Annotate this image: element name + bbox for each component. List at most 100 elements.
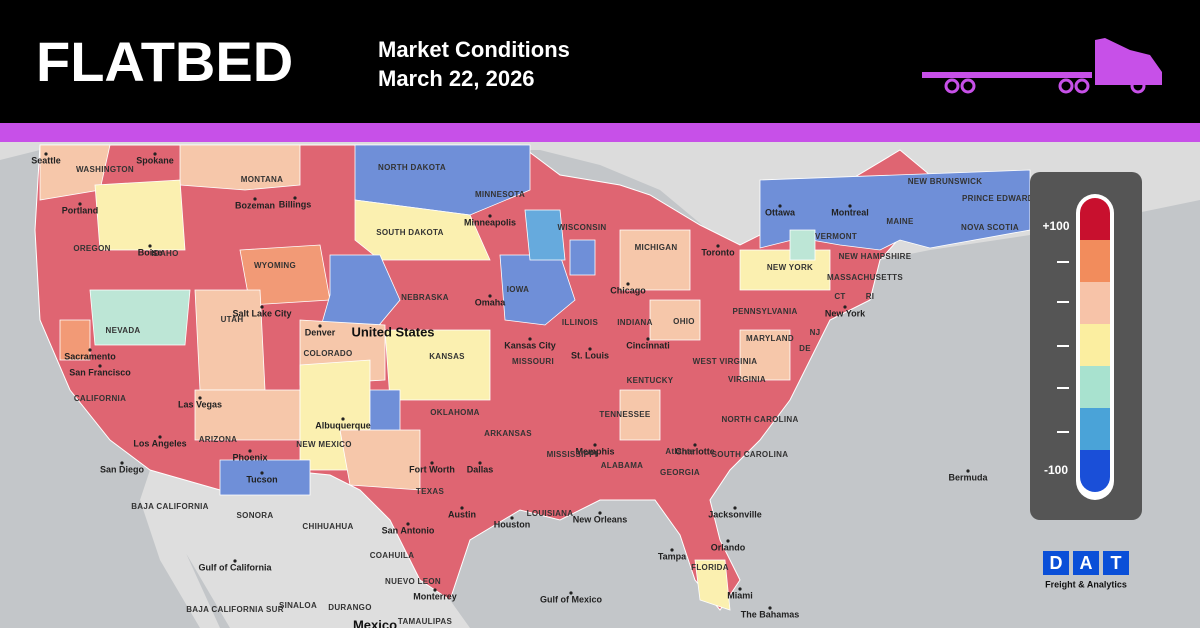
state-label: CHIHUAHUA (302, 522, 353, 531)
scale-segment (1080, 198, 1110, 241)
city-dot (693, 443, 697, 447)
city-label: Tampa (658, 551, 687, 561)
state-label: MARYLAND (746, 334, 794, 343)
city-label: Memphis (575, 446, 614, 456)
state-label: GEORGIA (660, 468, 700, 477)
state-label: KANSAS (429, 352, 465, 361)
city-label: New Orleans (573, 514, 628, 524)
city-label: New York (825, 308, 866, 318)
state-label: CALIFORNIA (74, 394, 126, 403)
accent-band (0, 123, 1200, 142)
city-label: Billings (279, 199, 312, 209)
state-label: NOVA SCOTIA (961, 223, 1019, 232)
region (649, 299, 701, 341)
city-dot (843, 305, 847, 309)
state-label: DURANGO (328, 603, 371, 612)
city-label: Omaha (475, 297, 507, 307)
city-label: Toronto (701, 247, 735, 257)
city-label: Dallas (467, 464, 494, 474)
logo: D A T Freight & Analytics (1043, 551, 1129, 589)
state-label: COLORADO (303, 349, 352, 358)
state-label: TEXAS (416, 487, 445, 496)
city-dot (593, 443, 597, 447)
city-dot (510, 516, 514, 520)
city-label: Gulf of Mexico (540, 594, 603, 604)
region (524, 209, 566, 261)
city-label: Gulf of California (199, 562, 273, 572)
city-dot (341, 417, 345, 421)
state-label: NORTH DAKOTA (378, 163, 446, 172)
date: March 22, 2026 (378, 66, 535, 91)
region (384, 329, 491, 401)
city-dot (98, 364, 102, 368)
legend-dashes (1057, 261, 1069, 433)
city-dot (158, 435, 162, 439)
region (59, 319, 91, 361)
region (94, 179, 186, 251)
city-label: Kansas City (504, 340, 556, 350)
city-dot (248, 449, 252, 453)
region (569, 239, 596, 276)
region (339, 429, 421, 491)
state-label: TENNESSEE (599, 410, 651, 419)
region (354, 144, 531, 216)
state-label: ARKANSAS (484, 429, 532, 438)
city-dot (670, 548, 674, 552)
wheels (944, 78, 1146, 94)
city-label: Minneapolis (464, 217, 516, 227)
city-label: Houston (494, 519, 531, 529)
state-label: RI (866, 292, 875, 301)
city-label: St. Louis (571, 350, 609, 360)
city-label: Tucson (246, 474, 277, 484)
scale-segment (1080, 240, 1110, 283)
region (194, 389, 301, 441)
city-label: Boise (138, 247, 163, 257)
city-dot (768, 606, 772, 610)
state-label: ARIZONA (199, 435, 238, 444)
city-dot (293, 196, 297, 200)
state-label: MINNESOTA (475, 190, 525, 199)
city-label: San Diego (100, 464, 145, 474)
logo-letter: D (1050, 553, 1063, 573)
city-label: Miami (727, 590, 753, 600)
region (619, 389, 661, 441)
state-label: NEW HAMPSHIRE (839, 252, 912, 261)
logo-tagline: Freight & Analytics (1045, 579, 1127, 589)
color-scale (1080, 198, 1110, 492)
state-label: LOUISIANA (527, 509, 574, 518)
title: FLATBED (36, 30, 293, 93)
city-label: Bermuda (948, 472, 988, 482)
state-label: TAMAULIPAS (398, 617, 453, 626)
city-dot (198, 396, 202, 400)
state-label: SOUTH CAROLINA (712, 450, 789, 459)
city-dot (598, 511, 602, 515)
city-dot (646, 337, 650, 341)
state-label: NEW BRUNSWICK (908, 177, 983, 186)
scale-segment (1080, 282, 1110, 325)
city-dot (120, 461, 124, 465)
state-label: COAHUILA (370, 551, 415, 560)
city-label: Seattle (31, 155, 61, 165)
state-label: OREGON (73, 244, 110, 253)
region (619, 229, 691, 291)
country-label: United States (351, 324, 434, 339)
state-label: MISSISSIPPI (547, 450, 598, 459)
city-dot (260, 471, 264, 475)
state-label: MISSOURI (512, 357, 554, 366)
city-label: Monterrey (413, 591, 457, 601)
city-dot (738, 587, 742, 591)
logo-box (1043, 551, 1069, 575)
city-dot (569, 591, 573, 595)
state-label: MASSACHUSETTS (827, 273, 903, 282)
city-dot (78, 202, 82, 206)
city-dot (44, 152, 48, 156)
city-dot (488, 294, 492, 298)
state-label: DE (799, 344, 811, 353)
city-label: Charlotte (675, 446, 715, 456)
state-label: WASHINGTON (76, 165, 134, 174)
scale-segment (1080, 324, 1110, 367)
logo-box (1073, 551, 1099, 575)
state-label: NORTH CAROLINA (721, 415, 798, 424)
